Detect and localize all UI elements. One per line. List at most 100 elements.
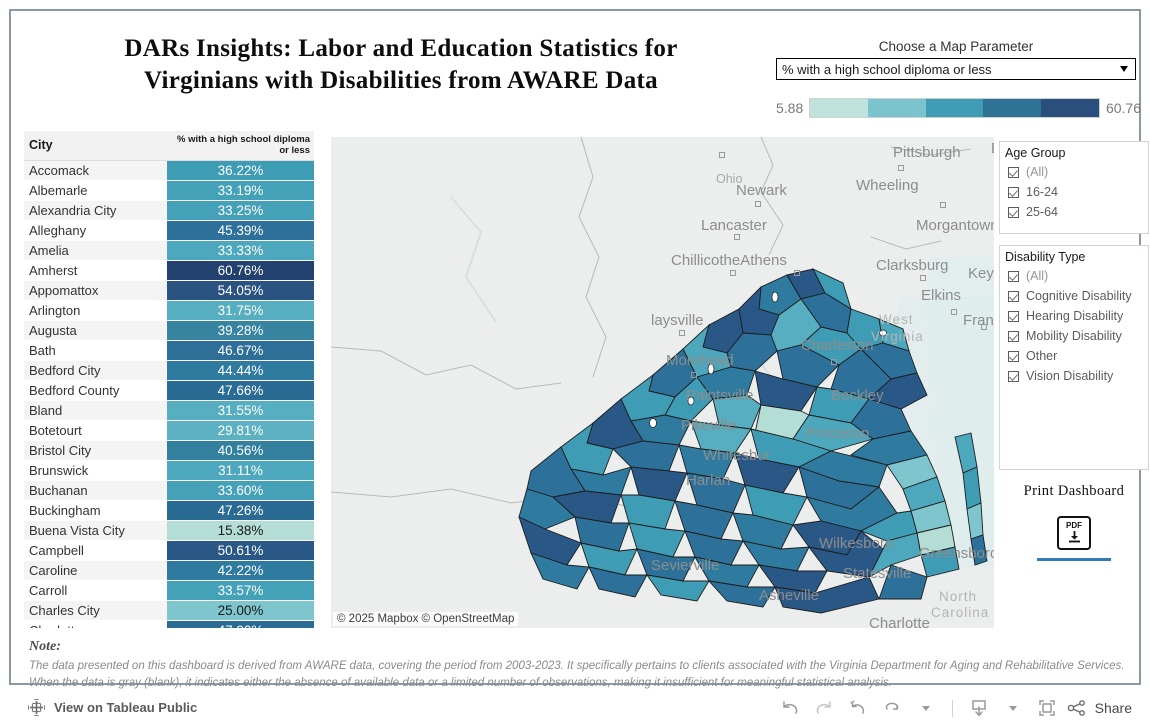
map-city-marker bbox=[691, 372, 697, 378]
table-row[interactable]: Augusta 39.28% bbox=[24, 320, 314, 341]
cell-city: Brunswick bbox=[24, 460, 167, 481]
cell-value: 33.57% bbox=[167, 580, 314, 601]
disability-type-option[interactable]: Other bbox=[1000, 346, 1148, 366]
map-parameter-control: Choose a Map Parameter % with a high sch… bbox=[776, 39, 1136, 80]
checkbox-checked-icon[interactable] bbox=[1008, 350, 1019, 362]
city-statistics-table[interactable]: City % with a high school diploma or les… bbox=[24, 131, 314, 628]
share-icon[interactable] bbox=[1066, 695, 1088, 721]
cell-city: Charles City bbox=[24, 600, 167, 621]
download-icon[interactable] bbox=[964, 695, 994, 721]
fullscreen-icon[interactable] bbox=[1032, 695, 1062, 721]
checkbox-checked-icon[interactable] bbox=[1008, 310, 1019, 322]
table-row[interactable]: Appomattox 54.05% bbox=[24, 280, 314, 301]
table-row[interactable]: Bristol City 40.56% bbox=[24, 440, 314, 461]
table-row[interactable]: Caroline 42.22% bbox=[24, 560, 314, 581]
legend-band-3 bbox=[983, 99, 1042, 117]
cell-value: 54.05% bbox=[167, 280, 314, 301]
table-row[interactable]: Bedford County 47.66% bbox=[24, 380, 314, 401]
cell-value: 33.19% bbox=[167, 180, 314, 201]
cell-value: 47.26% bbox=[167, 500, 314, 521]
disability-type-filter[interactable]: Disability Type (All) Cognitive Disabilit… bbox=[999, 245, 1149, 470]
checkbox-checked-icon[interactable] bbox=[1008, 270, 1019, 282]
table-row[interactable]: Charles City 25.00% bbox=[24, 600, 314, 621]
table-row[interactable]: Carroll 33.57% bbox=[24, 580, 314, 601]
disability-type-option-label: Vision Disability bbox=[1026, 369, 1114, 383]
table-row[interactable]: Botetourt 29.81% bbox=[24, 420, 314, 441]
cell-city: Caroline bbox=[24, 560, 167, 581]
table-row[interactable]: Bedford City 44.44% bbox=[24, 360, 314, 381]
table-row[interactable]: Amelia 33.33% bbox=[24, 240, 314, 261]
checkbox-checked-icon[interactable] bbox=[1008, 166, 1019, 178]
undo-icon[interactable] bbox=[775, 695, 805, 721]
disability-type-option[interactable]: Cognitive Disability bbox=[1000, 286, 1148, 306]
checkbox-checked-icon[interactable] bbox=[1008, 206, 1019, 218]
age-group-filter-title: Age Group bbox=[1005, 146, 1066, 160]
disability-type-option[interactable]: Vision Disability bbox=[1000, 366, 1148, 386]
map-city-marker bbox=[755, 201, 761, 207]
cell-value: 45.39% bbox=[167, 220, 314, 241]
disability-type-option-label: Mobility Disability bbox=[1026, 329, 1122, 343]
table-row[interactable]: Bland 31.55% bbox=[24, 400, 314, 421]
checkbox-checked-icon[interactable] bbox=[1008, 330, 1019, 342]
cell-value: 31.75% bbox=[167, 300, 314, 321]
view-on-tableau-public-button[interactable]: View on Tableau Public bbox=[28, 699, 197, 716]
toolbar-actions: Share bbox=[775, 695, 1132, 721]
redo-icon[interactable] bbox=[809, 695, 839, 721]
download-caret-icon[interactable] bbox=[998, 695, 1028, 721]
choropleth-map[interactable]: PittsburghEbensburgHarrisburgWheelingLan… bbox=[331, 137, 994, 628]
age-group-option[interactable]: (All) bbox=[1000, 162, 1148, 182]
map-parameter-dropdown[interactable]: % with a high school diploma or less bbox=[776, 58, 1136, 80]
column-header-city[interactable]: City bbox=[24, 131, 167, 161]
pdf-accent-underline bbox=[1037, 558, 1111, 561]
cell-value: 15.38% bbox=[167, 520, 314, 541]
age-group-option[interactable]: 25-64 bbox=[1000, 202, 1148, 222]
age-group-option[interactable]: 16-24 bbox=[1000, 182, 1148, 202]
legend-band-4 bbox=[1041, 99, 1099, 117]
dashboard-frame: DARs Insights: Labor and Education Stati… bbox=[9, 9, 1149, 689]
pause-dropdown-icon[interactable] bbox=[911, 695, 941, 721]
table-row[interactable]: Arlington 31.75% bbox=[24, 300, 314, 321]
table-row[interactable]: Buckingham 47.26% bbox=[24, 500, 314, 521]
column-header-value[interactable]: % with a high school diploma or less bbox=[167, 131, 314, 161]
table-row[interactable]: Charlotte47.90% bbox=[24, 620, 314, 628]
share-label[interactable]: Share bbox=[1094, 700, 1132, 716]
cell-city: Bristol City bbox=[24, 440, 167, 461]
checkbox-checked-icon[interactable] bbox=[1008, 290, 1019, 302]
cell-value: 47.90% bbox=[167, 620, 314, 628]
map-city-marker bbox=[940, 202, 946, 208]
table-row[interactable]: Accomack 36.22% bbox=[24, 160, 314, 181]
table-row[interactable]: Alleghany 45.39% bbox=[24, 220, 314, 241]
cell-value: 31.55% bbox=[167, 400, 314, 421]
pdf-download-icon[interactable]: PDF bbox=[1057, 516, 1091, 550]
table-row[interactable]: Campbell 50.61% bbox=[24, 540, 314, 561]
refresh-icon[interactable] bbox=[877, 695, 907, 721]
disability-type-option[interactable]: (All) bbox=[1000, 266, 1148, 286]
cell-value: 60.76% bbox=[167, 260, 314, 281]
map-parameter-value: % with a high school diploma or less bbox=[782, 61, 992, 77]
checkbox-checked-icon[interactable] bbox=[1008, 370, 1019, 382]
color-legend: 5.88 60.76 bbox=[776, 96, 1141, 120]
table-row[interactable]: Buchanan 33.60% bbox=[24, 480, 314, 501]
cell-city: Buckingham bbox=[24, 500, 167, 521]
map-parameter-label: Choose a Map Parameter bbox=[878, 39, 1034, 54]
cell-city: Accomack bbox=[24, 160, 167, 181]
cell-city: Alexandria City bbox=[24, 200, 167, 221]
cell-value: 47.66% bbox=[167, 380, 314, 401]
table-row[interactable]: Amherst 60.76% bbox=[24, 260, 314, 281]
age-group-option-label: (All) bbox=[1026, 165, 1049, 179]
chevron-down-icon bbox=[1008, 705, 1017, 711]
map-attribution[interactable]: © 2025 Mapbox © OpenStreetMap bbox=[333, 612, 519, 626]
table-row[interactable]: Bath 46.67% bbox=[24, 340, 314, 361]
view-on-tableau-public-label: View on Tableau Public bbox=[54, 700, 198, 715]
legend-band-0 bbox=[810, 99, 868, 117]
table-row[interactable]: Alexandria City 33.25% bbox=[24, 200, 314, 221]
table-row[interactable]: Buena Vista City 15.38% bbox=[24, 520, 314, 541]
age-group-filter[interactable]: Age Group (All) 16-24 25-64 bbox=[999, 141, 1149, 234]
table-row[interactable]: Albemarle 33.19% bbox=[24, 180, 314, 201]
disability-type-option[interactable]: Mobility Disability bbox=[1000, 326, 1148, 346]
checkbox-checked-icon[interactable] bbox=[1008, 186, 1019, 198]
revert-icon[interactable] bbox=[843, 695, 873, 721]
table-row[interactable]: Brunswick 31.11% bbox=[24, 460, 314, 481]
cell-city: Campbell bbox=[24, 540, 167, 561]
disability-type-option[interactable]: Hearing Disability bbox=[1000, 306, 1148, 326]
